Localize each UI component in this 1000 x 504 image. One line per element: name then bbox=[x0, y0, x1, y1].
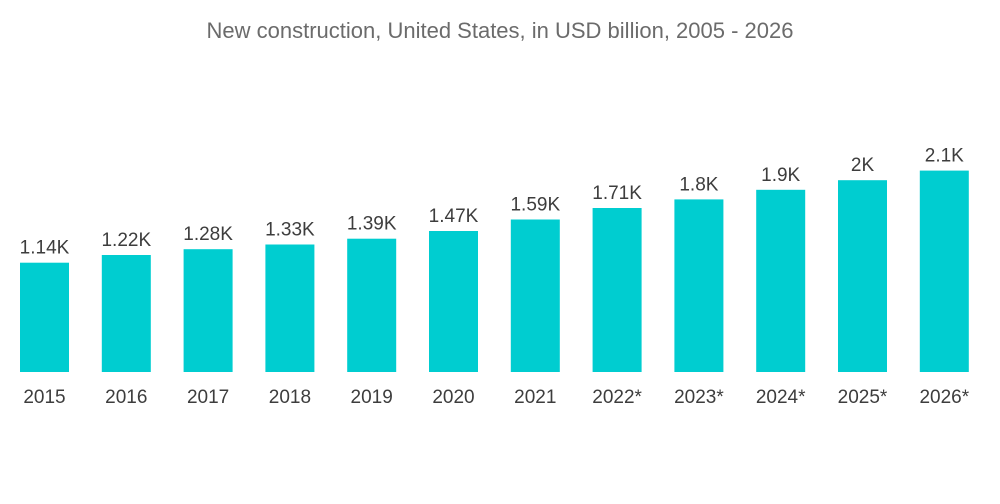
bar-2015 bbox=[20, 262, 69, 372]
x-tick-label-2024-projected: 2024* bbox=[756, 387, 806, 408]
bar-2021 bbox=[510, 219, 560, 372]
bar-2025-projected bbox=[838, 180, 887, 372]
data-label-2021: 1.59K bbox=[510, 195, 560, 216]
bar-2022-projected bbox=[592, 208, 642, 372]
x-tick-label-2022-projected: 2022* bbox=[592, 387, 642, 408]
data-label-2026-projected: 2.1K bbox=[925, 146, 964, 167]
x-tick-label-2018: 2018 bbox=[269, 387, 311, 408]
bar-2020 bbox=[429, 231, 478, 372]
data-label-2020: 1.47K bbox=[429, 206, 479, 227]
value-labels-group: 1.14K 1.22K 1.28K 1.33K 1.39K 1.47K 1.59K 1.71K… bbox=[20, 146, 964, 259]
data-label-2019: 1.39K bbox=[347, 214, 397, 235]
x-tick-label-2025-projected: 2025* bbox=[838, 387, 888, 408]
data-label-2024-projected: 1.9K bbox=[761, 165, 800, 186]
bar-2017 bbox=[183, 249, 233, 372]
data-label-2023-projected: 1.8K bbox=[679, 174, 718, 195]
bar-2024-projected bbox=[756, 189, 806, 372]
bar-2026-projected bbox=[919, 170, 969, 372]
data-label-2015: 1.14K bbox=[20, 238, 70, 259]
x-tick-label-2017: 2017 bbox=[187, 387, 229, 408]
bar-2023-projected bbox=[674, 199, 724, 372]
bar-2018 bbox=[265, 244, 315, 372]
bar-2016 bbox=[101, 255, 151, 372]
x-tick-label-2023-projected: 2023* bbox=[674, 387, 724, 408]
chart-title: New construction, United States, in USD … bbox=[206, 18, 794, 43]
x-tick-label-2026-projected: 2026* bbox=[919, 387, 969, 408]
data-label-2018: 1.33K bbox=[265, 220, 315, 241]
x-axis-tick-labels: 2015 2016 2017 2018 2019 2020 2021 2022* 2023* 20… bbox=[23, 387, 969, 408]
x-tick-label-2016: 2016 bbox=[105, 387, 147, 408]
x-tick-label-2021: 2021 bbox=[514, 387, 556, 408]
data-label-2016: 1.22K bbox=[101, 230, 151, 251]
bar-2019 bbox=[347, 238, 397, 372]
x-tick-label-2019: 2019 bbox=[351, 387, 393, 408]
bars-group bbox=[20, 170, 969, 372]
data-label-2022-projected: 1.71K bbox=[592, 183, 642, 204]
data-label-2025-projected: 2K bbox=[851, 155, 875, 176]
x-tick-label-2015: 2015 bbox=[23, 387, 65, 408]
x-tick-label-2020: 2020 bbox=[432, 387, 474, 408]
data-label-2017: 1.28K bbox=[183, 224, 233, 245]
